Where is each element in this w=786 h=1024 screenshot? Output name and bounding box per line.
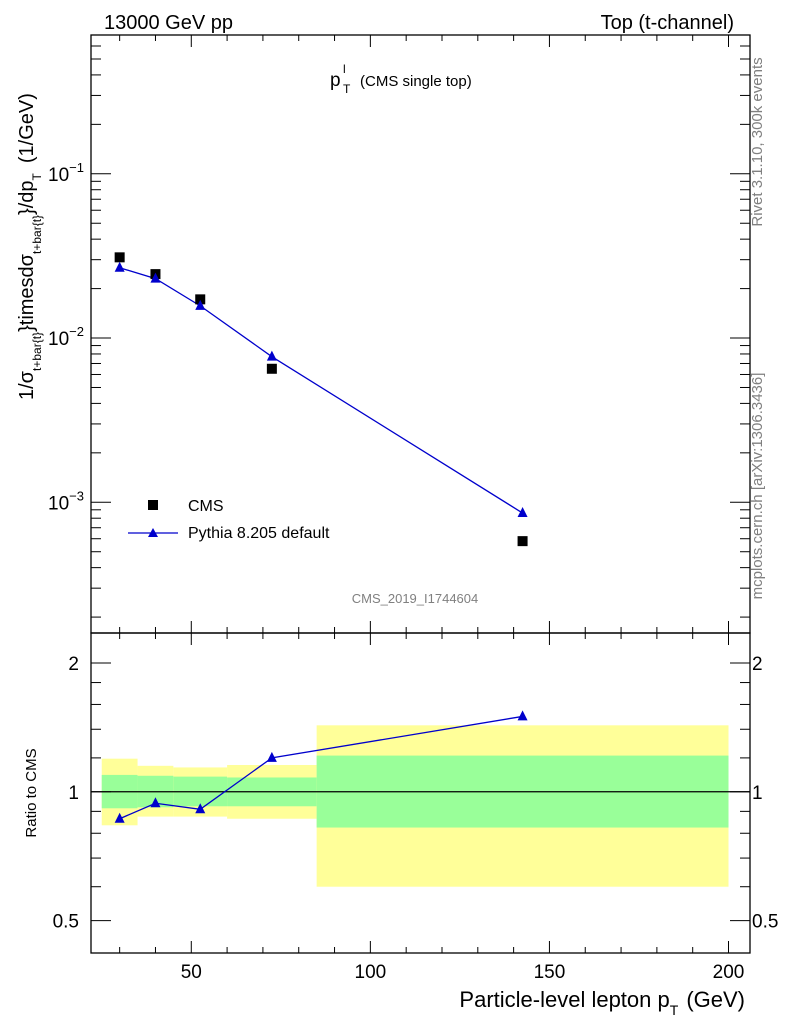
ylabel-sub-b: t+bar{t} <box>30 215 44 254</box>
ratio-panel: 50 100 150 200 0.5 0.5 1 1 2 2 Ratio to CMS Part… <box>23 632 779 1018</box>
ratio-marks <box>114 710 528 823</box>
pythia-point-3 <box>266 350 277 361</box>
ratio-y-tick-label-left-0.5: 0.5 <box>53 912 79 933</box>
ratio-y-tick-label-right-2: 2 <box>752 654 763 675</box>
pythia-point-0 <box>114 261 125 272</box>
ratio-x-ticks: 50 100 150 200 <box>119 633 745 983</box>
ylabel-part-b: }timesdσ <box>16 253 38 332</box>
cms-point-2 <box>195 294 206 305</box>
xlabel-main: Particle-level lepton p <box>459 987 669 1012</box>
ratio-y-tick-label-right-0.5: 0.5 <box>752 912 778 933</box>
main-x-ticks <box>119 35 730 633</box>
mcplots-label: mcplots.cern.ch [arXiv:1306.3436] <box>749 373 766 600</box>
header-right: Top (t-channel) <box>601 12 734 34</box>
main-y-tick-exp-0: −3 <box>69 488 84 503</box>
legend-cms-marker <box>148 500 158 510</box>
ratio-bands <box>91 725 750 887</box>
ratio-x-tick-label-100: 100 <box>355 962 387 983</box>
main-y-label: 1/σt+bar{t}}timesdσt+bar{t}}/dpT(1/GeV) <box>16 93 44 400</box>
ratio-pythia-point-2 <box>195 803 206 814</box>
main-y-tick-exp-2: −1 <box>69 160 84 175</box>
legend-pythia-label: Pythia 8.205 default <box>188 525 330 542</box>
ratio-x-tick-label-50: 50 <box>181 962 202 983</box>
main-y-tick-base-0: 10 <box>48 493 69 514</box>
ylabel-part-a: 1/σ <box>16 370 38 400</box>
legend: CMS Pythia 8.205 default <box>128 498 330 542</box>
ratio-x-tick-label-200: 200 <box>713 962 745 983</box>
ratio-x-tick-label-150: 150 <box>534 962 566 983</box>
legend-cms-label: CMS <box>188 498 224 515</box>
main-title-rest: (CMS single top) <box>360 73 472 90</box>
ratio-y-tick-label-left-2: 2 <box>68 654 79 675</box>
main-y-tick-base-1: 10 <box>48 329 69 350</box>
main-panel: 10−310−210−1 p l T (CMS single top) 1/σt… <box>16 34 751 634</box>
ratio-frame <box>90 632 751 954</box>
main-title-p: p <box>330 70 341 91</box>
ylabel-sub-a: t+bar{t} <box>30 332 44 371</box>
ratio-y-label: Ratio to CMS <box>23 748 40 837</box>
pythia-line <box>119 267 523 514</box>
main-y-tick-base-2: 10 <box>48 165 69 186</box>
x-axis-label: Particle-level lepton pT (GeV) <box>459 987 745 1018</box>
ratio-pythia-point-4 <box>517 710 528 721</box>
pythia-point-1 <box>150 272 161 283</box>
cms-point-0 <box>114 252 125 263</box>
main-y-tick-label-1: 10−2 <box>48 324 84 350</box>
xlabel-sub: T <box>670 1002 679 1018</box>
rivet-label: Rivet 3.1.10, 300k events <box>749 57 766 226</box>
ylabel-sub-c: T <box>30 172 44 180</box>
main-y-tick-label-0: 10−3 <box>48 488 84 514</box>
pythia-point-2 <box>195 299 206 310</box>
analysis-watermark: CMS_2019_I1744604 <box>352 591 479 606</box>
ratio-y-ticks: 0.5 0.5 1 1 2 2 <box>53 654 779 933</box>
main-frame <box>90 34 751 634</box>
main-title-sup: l <box>343 62 346 76</box>
ratio-pythia-point-0 <box>114 812 125 823</box>
ratio-pythia-point-1 <box>150 797 161 808</box>
ratio-pythia-point-3 <box>266 751 277 762</box>
pythia-point-4 <box>517 507 528 518</box>
cms-point-4 <box>517 536 528 547</box>
ratio-y-tick-label-left-1: 1 <box>68 783 79 804</box>
ylabel-part-c: }/dp <box>16 180 38 214</box>
ylabel-part-d: (1/GeV) <box>16 93 38 163</box>
main-y-ticks: 10−310−210−1 <box>48 45 750 618</box>
main-title-sub: T <box>343 82 351 96</box>
main-y-tick-exp-1: −2 <box>69 324 84 339</box>
header-left: 13000 GeV pp <box>104 12 233 34</box>
legend-pythia-marker <box>148 528 158 537</box>
main-marks <box>114 252 528 547</box>
cms-point-3 <box>266 363 277 374</box>
main-y-tick-label-2: 10−1 <box>48 160 84 186</box>
ratio-y-tick-label-right-1: 1 <box>752 783 763 804</box>
xlabel-unit: (GeV) <box>686 987 745 1012</box>
